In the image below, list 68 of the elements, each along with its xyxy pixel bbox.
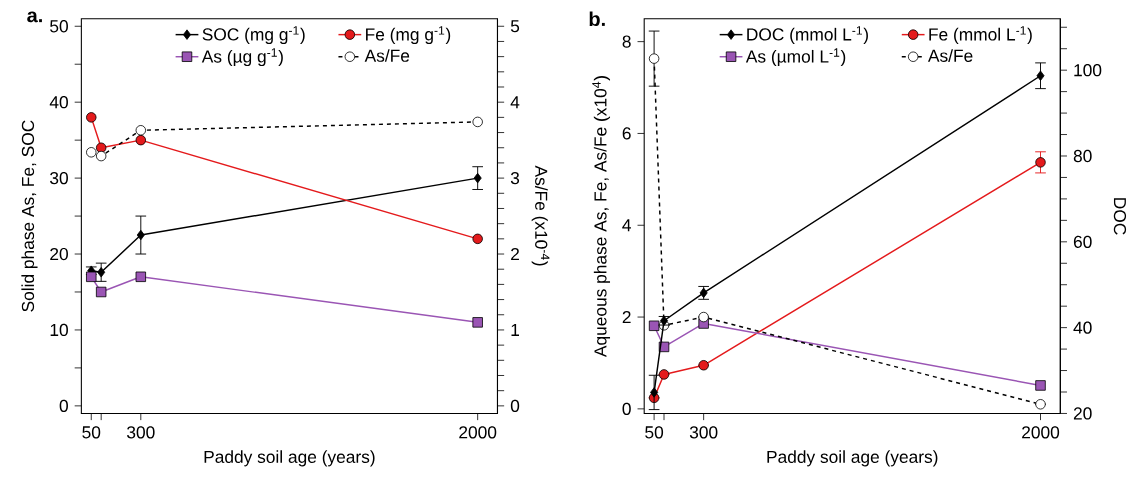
y2-axis-title: As/Fe (x10$^{-4}$)	[531, 165, 550, 266]
point	[1035, 399, 1046, 410]
point	[86, 147, 97, 158]
y2-tick-label: 3	[510, 172, 520, 185]
legend-label: DOC (mmol L$^{-1}$)	[747, 26, 868, 45]
point	[698, 360, 709, 371]
point	[135, 125, 147, 136]
x-tick-label: 50	[82, 426, 101, 439]
y-tick-label: 8	[622, 35, 631, 48]
point	[136, 229, 145, 241]
y2-tick-label: 100	[1074, 64, 1102, 77]
y2-tick-label: 1	[511, 324, 520, 336]
legend-label: Fe (mmol L$^{-1}$)	[929, 26, 1032, 45]
point	[97, 267, 106, 278]
y2-axis-title: DOC	[1113, 198, 1127, 235]
y-tick-label: 10	[50, 323, 68, 337]
y-tick-label: 2	[622, 311, 631, 324]
y2-tick-label: 5	[510, 20, 520, 33]
point	[1036, 70, 1045, 82]
y-tick-label: 0	[622, 402, 631, 416]
y2-tick-label: 4	[510, 96, 520, 109]
x-axis-title: Paddy soil age (years)	[767, 450, 938, 467]
legend-label: As/Fe	[927, 49, 973, 62]
legend-label: As/Fe	[364, 49, 410, 62]
y-tick-label: 4	[622, 219, 631, 232]
x-tick-label: 300	[689, 426, 718, 439]
point	[658, 369, 670, 380]
x-tick-label: 2000	[1022, 426, 1060, 439]
point	[135, 135, 147, 146]
y-tick-label: 50	[50, 20, 68, 33]
point	[86, 271, 97, 283]
point	[473, 173, 482, 184]
y2-tick-label: 20	[1073, 407, 1092, 420]
chart-title: a.	[27, 11, 42, 23]
y-tick-label: 0	[59, 399, 68, 413]
y-axis-title: Aqueous phase As, Fe, As/Fe (x10$^{4}$)	[592, 76, 611, 358]
point	[472, 233, 483, 245]
y2-tick-label: 2	[511, 248, 519, 261]
point	[648, 53, 660, 64]
point	[650, 387, 659, 398]
y-tick-label: 30	[50, 172, 68, 185]
legend-label: As (µmol L$^{-1}$)	[745, 48, 846, 67]
point	[86, 112, 97, 123]
x-axis-title: Paddy soil age (years)	[204, 450, 375, 467]
point	[95, 150, 107, 162]
y-tick-label: 20	[50, 247, 68, 261]
y-tick-label: 40	[49, 96, 68, 109]
y2-tick-label: 80	[1073, 149, 1092, 163]
point	[648, 320, 660, 332]
y-axis-title: Solid phase As, Fe, SOC	[21, 120, 38, 312]
point	[135, 271, 147, 283]
x-tick-label: 50	[645, 426, 664, 439]
point	[472, 317, 483, 328]
legend-label: Fe (mg g$^{-1}$)	[366, 26, 451, 45]
y-tick-label: 6	[622, 127, 631, 140]
point	[95, 286, 107, 298]
point	[698, 311, 709, 323]
point	[1035, 157, 1046, 168]
legend-label: As (µg g$^{-1}$)	[201, 48, 283, 67]
chart-title: b.	[589, 11, 605, 27]
x-tick-label: 2000	[459, 426, 497, 439]
legend-label: SOC (mg g$^{-1}$)	[202, 26, 305, 45]
y2-tick-label: 60	[1073, 235, 1092, 249]
point	[1035, 380, 1046, 391]
y2-tick-label: 40	[1073, 321, 1092, 334]
x-tick-label: 300	[127, 426, 155, 439]
y2-tick-label: 0	[510, 399, 520, 413]
point	[472, 116, 483, 128]
